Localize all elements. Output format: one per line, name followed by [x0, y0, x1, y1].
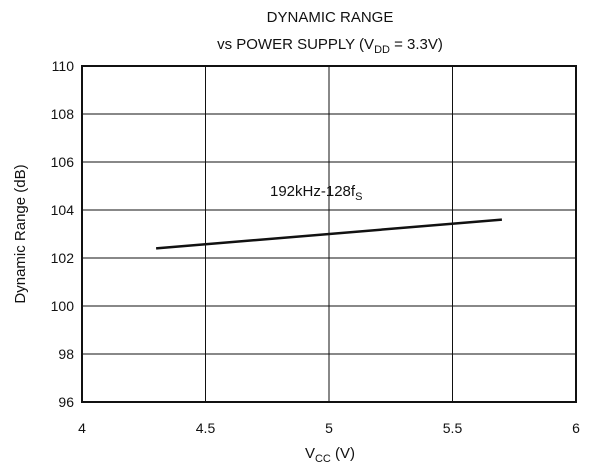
x-axis-label-suffix: (V): [331, 445, 355, 462]
chart-title-line1: DYNAMIC RANGE: [267, 9, 394, 26]
x-tick-labels: 4 4.5 5 5.5 6: [78, 420, 580, 436]
series-line: [155, 218, 503, 250]
plot-frame: [81, 65, 577, 403]
y-tick-labels: 96 98 100 102 104 106 108 110: [51, 58, 75, 410]
series-label: 192kHz-128fS: [270, 183, 362, 203]
title-subscript: DD: [374, 44, 390, 56]
x-tick-label: 6: [572, 420, 580, 436]
title-suffix: = 3.3V): [390, 36, 443, 53]
y-tick-label: 110: [52, 58, 75, 74]
x-axis-label-subscript: CC: [315, 453, 331, 465]
y-tick-label: 98: [58, 346, 74, 362]
x-tick-label: 4.5: [196, 420, 216, 436]
x-axis-label-main: V: [305, 445, 315, 462]
y-tick-label: 102: [51, 250, 75, 266]
y-tick-label: 108: [51, 106, 75, 122]
y-tick-label: 106: [51, 154, 75, 170]
x-tick-label: 5: [325, 420, 333, 436]
y-tick-label: 96: [58, 394, 74, 410]
y-tick-label: 100: [51, 298, 75, 314]
y-tick-label: 104: [51, 202, 75, 218]
series-label-subscript: S: [355, 191, 362, 203]
series-label-main: 192kHz-128f: [270, 183, 356, 200]
x-tick-label: 5.5: [443, 420, 463, 436]
y-axis-label: Dynamic Range (dB): [12, 164, 29, 303]
x-tick-label: 4: [78, 420, 86, 436]
title-prefix: vs POWER SUPPLY (V: [217, 36, 374, 53]
series-layer: [155, 218, 503, 250]
x-axis-label: VCC (V): [305, 445, 355, 465]
chart-title-line2: vs POWER SUPPLY (VDD = 3.3V): [217, 36, 443, 56]
